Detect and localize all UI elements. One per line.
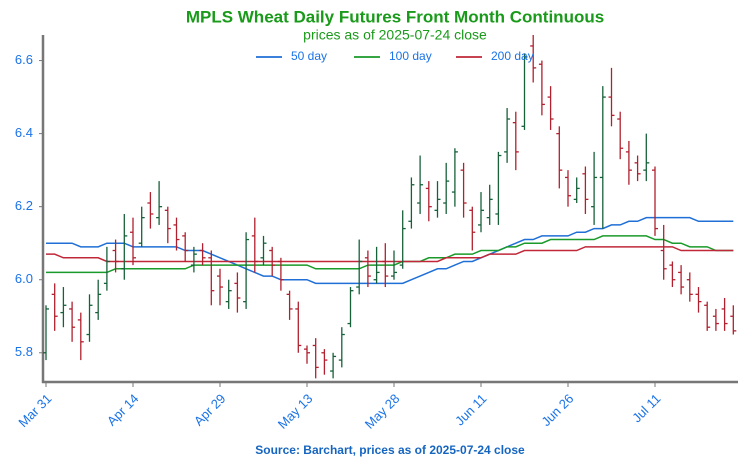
y-tick-label: 6.2 (15, 198, 33, 213)
x-tick-label: Jul 11 (629, 391, 663, 425)
x-tick-label: Mar 31 (15, 391, 54, 430)
x-tick-label: May 28 (362, 391, 403, 432)
x-tick-label: Jun 11 (452, 391, 490, 429)
moving-average-line (46, 235, 734, 274)
y-tick-label: 6.6 (15, 52, 33, 67)
x-tick-label: Apr 14 (104, 391, 142, 429)
chart-subtitle: prices as of 2025-07-24 close (303, 27, 487, 43)
y-tick-label: 6.4 (15, 125, 33, 140)
y-tick-label: 5.8 (15, 344, 33, 359)
y-tick-label: 6.0 (15, 271, 33, 286)
legend-label: 100 day (389, 49, 432, 63)
moving-average-line (46, 246, 734, 263)
moving-average-line (46, 216, 734, 285)
source-note: Source: Barchart, prices as of 2025-07-2… (255, 443, 525, 457)
chart-title: MPLS Wheat Daily Futures Front Month Con… (186, 7, 604, 26)
x-tick-label: Apr 29 (191, 391, 229, 429)
legend-label: 200 day (491, 49, 534, 63)
x-tick-label: May 13 (275, 391, 316, 432)
x-tick-label: Jun 26 (538, 391, 576, 429)
legend-label: 50 day (291, 49, 327, 63)
